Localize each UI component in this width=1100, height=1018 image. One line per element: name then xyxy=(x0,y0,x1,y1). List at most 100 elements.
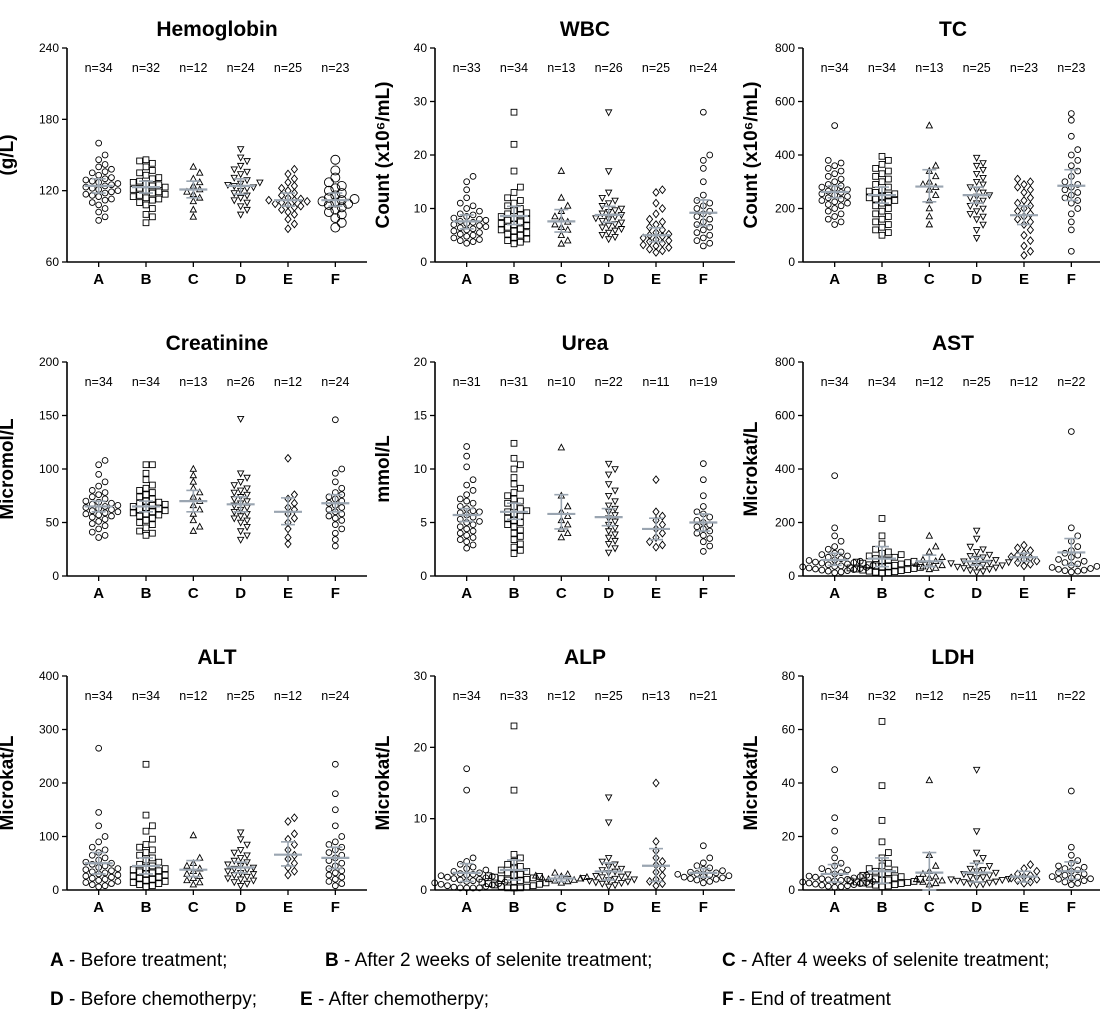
data-point xyxy=(837,175,845,183)
data-point xyxy=(290,202,299,212)
data-point xyxy=(972,208,981,216)
data-point xyxy=(331,838,339,846)
data-point xyxy=(476,508,483,516)
data-point xyxy=(108,880,115,887)
data-point xyxy=(604,883,613,891)
data-point xyxy=(444,873,451,881)
data-point xyxy=(551,876,559,884)
x-tick-label: B xyxy=(877,899,888,916)
data-point xyxy=(195,864,204,872)
x-tick-label: D xyxy=(235,899,246,916)
data-point xyxy=(645,230,654,240)
chart-panel-urea: Urea mmol/L 0 5 10 15 20 An=31 Bn=31 Cn=10 Dn=22 En… xyxy=(373,332,735,602)
data-point xyxy=(645,237,654,247)
chart-panel-alt: ALT Microkat/L 0 100 200 300 400 An=34 Bn=34 Cn=1… xyxy=(0,646,367,916)
data-point xyxy=(844,199,851,207)
data-point xyxy=(271,199,279,209)
data-point xyxy=(189,831,198,839)
y-tick-label: 30 xyxy=(414,95,428,109)
y-axis-label: Count (x10⁶/mL) xyxy=(741,81,762,228)
data-point xyxy=(885,869,892,876)
data-point xyxy=(1020,195,1028,205)
data-point xyxy=(799,563,807,571)
y-tick-label: 5 xyxy=(420,516,427,530)
data-point xyxy=(985,566,994,574)
data-point xyxy=(189,205,198,213)
data-point xyxy=(531,871,540,879)
sample-count-label: n=25 xyxy=(227,689,255,703)
data-point xyxy=(831,205,839,212)
data-point xyxy=(719,867,726,875)
data-point xyxy=(303,196,311,206)
data-point xyxy=(129,879,137,886)
data-point xyxy=(101,522,109,530)
data-point xyxy=(1013,198,1022,208)
x-tick-label: A xyxy=(461,271,472,288)
data-point xyxy=(297,194,305,204)
data-point xyxy=(831,122,839,129)
data-point xyxy=(517,461,524,469)
data-point xyxy=(972,227,981,235)
data-point xyxy=(290,840,299,850)
data-point xyxy=(290,498,299,508)
data-point xyxy=(497,226,505,234)
data-point xyxy=(624,878,632,886)
data-point xyxy=(517,884,524,892)
data-point xyxy=(693,876,701,884)
data-point xyxy=(284,224,292,234)
data-point xyxy=(149,481,156,489)
data-point xyxy=(290,174,299,184)
data-point xyxy=(88,513,96,521)
data-point xyxy=(831,883,839,891)
data-point xyxy=(142,211,150,218)
data-point xyxy=(142,517,150,524)
data-point xyxy=(831,524,839,532)
data-point xyxy=(658,528,667,538)
data-point xyxy=(510,786,518,794)
data-point xyxy=(563,520,572,528)
data-point xyxy=(904,566,911,573)
y-tick-label: 0 xyxy=(788,569,795,583)
data-point xyxy=(925,204,934,212)
data-point xyxy=(979,189,987,197)
data-point xyxy=(972,549,981,557)
legend-key-c: C xyxy=(722,950,736,971)
data-point xyxy=(979,213,987,221)
data-point xyxy=(812,558,819,566)
data-point xyxy=(330,154,341,165)
data-point xyxy=(938,561,946,569)
data-point xyxy=(1074,857,1082,864)
data-point xyxy=(844,193,851,200)
sample-count-label: n=19 xyxy=(689,375,717,389)
chart-panel-alp: ALP Microkat/L 0 10 20 30 An=34 Bn=33 Cn=12 Dn=25… xyxy=(373,646,735,916)
data-point xyxy=(885,198,892,206)
data-point xyxy=(859,879,867,887)
data-point xyxy=(108,188,115,196)
data-point xyxy=(604,855,613,863)
data-point xyxy=(706,207,714,215)
chart-panel-creatinine: Creatinine Micromol/L 0 50 100 150 200 An=34 Bn=… xyxy=(0,332,367,602)
data-point xyxy=(510,465,518,473)
data-point xyxy=(611,861,619,869)
data-point xyxy=(161,871,169,879)
data-point xyxy=(236,513,245,521)
y-tick-label: 200 xyxy=(39,355,59,369)
data-point xyxy=(290,513,299,523)
data-point xyxy=(523,215,531,223)
data-point xyxy=(290,164,299,174)
x-tick-label: D xyxy=(971,271,982,288)
data-point xyxy=(456,523,464,531)
data-point xyxy=(693,523,701,531)
data-point xyxy=(611,207,619,215)
data-point xyxy=(1080,566,1088,574)
x-tick-label: D xyxy=(603,271,614,288)
sample-count-label: n=12 xyxy=(274,689,302,703)
data-point xyxy=(831,178,839,186)
data-point xyxy=(101,151,109,159)
sample-count-label: n=26 xyxy=(595,61,623,75)
data-point xyxy=(837,167,845,175)
data-point xyxy=(523,883,531,891)
data-point xyxy=(1055,869,1062,876)
sample-count-label: n=22 xyxy=(595,375,623,389)
data-point xyxy=(831,170,839,178)
